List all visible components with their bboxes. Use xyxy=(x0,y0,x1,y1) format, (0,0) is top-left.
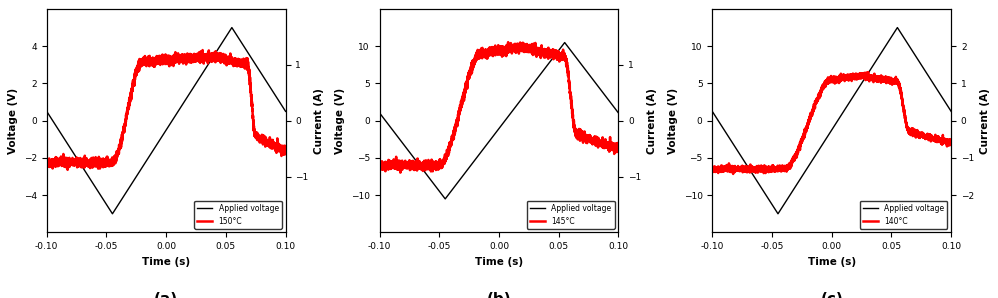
Line: Applied voltage: Applied voltage xyxy=(713,28,951,214)
Applied voltage xyxy=(734,152,746,156)
150°C xyxy=(133,70,145,73)
140°C xyxy=(940,139,952,143)
Applied voltage xyxy=(465,163,477,167)
145°C xyxy=(475,52,487,56)
Line: 145°C: 145°C xyxy=(379,42,619,173)
Text: (b): (b) xyxy=(487,292,511,298)
145°C xyxy=(373,162,385,166)
Applied voltage xyxy=(772,212,784,215)
Y-axis label: Current (A): Current (A) xyxy=(980,88,990,154)
140°C xyxy=(945,142,957,145)
145°C xyxy=(582,134,594,137)
145°C xyxy=(502,40,514,44)
X-axis label: Time (s): Time (s) xyxy=(807,257,855,267)
Y-axis label: Voltage (V): Voltage (V) xyxy=(668,88,678,154)
Legend: Applied voltage, 150°C: Applied voltage, 150°C xyxy=(195,201,281,229)
Applied voltage xyxy=(41,110,53,113)
Y-axis label: Current (A): Current (A) xyxy=(647,88,657,154)
140°C xyxy=(728,172,740,176)
150°C xyxy=(197,48,209,52)
150°C xyxy=(143,60,155,63)
140°C xyxy=(734,168,746,172)
150°C xyxy=(41,160,53,163)
Line: Applied voltage: Applied voltage xyxy=(47,28,285,214)
Line: 140°C: 140°C xyxy=(713,72,951,174)
150°C xyxy=(82,160,94,163)
Legend: Applied voltage, 145°C: Applied voltage, 145°C xyxy=(527,201,615,229)
Applied voltage xyxy=(107,212,119,215)
Text: (c): (c) xyxy=(820,292,843,298)
Applied voltage xyxy=(279,110,291,113)
145°C xyxy=(401,165,413,168)
140°C xyxy=(862,70,874,74)
140°C xyxy=(915,131,927,135)
150°C xyxy=(68,162,80,165)
145°C xyxy=(608,144,620,148)
Applied voltage xyxy=(415,165,427,169)
Y-axis label: Voltage (V): Voltage (V) xyxy=(8,88,18,154)
Applied voltage xyxy=(582,72,594,75)
Applied voltage xyxy=(945,110,957,113)
X-axis label: Time (s): Time (s) xyxy=(142,257,191,267)
Applied voltage xyxy=(915,62,927,66)
Line: 150°C: 150°C xyxy=(47,50,285,170)
150°C xyxy=(250,131,261,134)
Applied voltage xyxy=(608,105,620,109)
150°C xyxy=(275,146,287,149)
Legend: Applied voltage, 140°C: Applied voltage, 140°C xyxy=(859,201,947,229)
Applied voltage xyxy=(275,103,287,106)
Y-axis label: Current (A): Current (A) xyxy=(314,88,324,154)
Line: Applied voltage: Applied voltage xyxy=(379,43,619,199)
Applied voltage xyxy=(891,26,903,30)
Y-axis label: Voltage (V): Voltage (V) xyxy=(335,88,345,154)
Applied voltage xyxy=(613,111,625,115)
Text: (a): (a) xyxy=(154,292,179,298)
Applied voltage xyxy=(82,174,94,178)
Applied voltage xyxy=(808,155,820,159)
Applied voltage xyxy=(707,110,719,113)
Applied voltage xyxy=(439,197,451,201)
Applied voltage xyxy=(401,147,413,150)
Applied voltage xyxy=(68,152,80,156)
Applied voltage xyxy=(748,174,759,178)
Applied voltage xyxy=(133,172,145,175)
Applied voltage xyxy=(798,172,810,175)
Applied voltage xyxy=(475,150,487,153)
145°C xyxy=(613,147,625,151)
150°C xyxy=(62,168,74,172)
140°C xyxy=(707,167,719,170)
145°C xyxy=(465,72,477,76)
X-axis label: Time (s): Time (s) xyxy=(475,257,523,267)
140°C xyxy=(748,167,759,170)
150°C xyxy=(279,150,291,153)
Applied voltage xyxy=(373,111,385,115)
Applied voltage xyxy=(143,155,155,159)
Applied voltage xyxy=(940,103,952,106)
Applied voltage xyxy=(559,41,571,44)
140°C xyxy=(798,136,810,140)
Applied voltage xyxy=(226,26,238,30)
145°C xyxy=(394,171,406,174)
Applied voltage xyxy=(250,62,261,66)
140°C xyxy=(808,105,820,109)
145°C xyxy=(415,162,427,166)
